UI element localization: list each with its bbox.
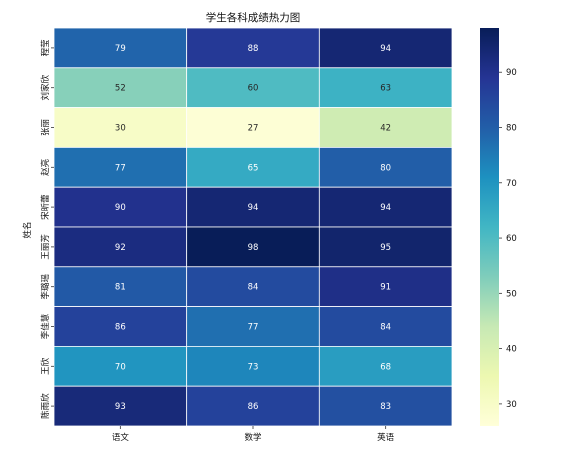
cell-value-label: 93 [115,402,126,412]
heatmap-cell [186,385,320,427]
heatmap-cell [186,306,320,347]
heatmap-cell [186,27,320,69]
heatmap-cell [318,186,453,228]
y-tick-label: 王丽芳 [40,234,51,260]
cell-value-label: 94 [380,203,391,213]
cell-value-label: 84 [380,323,391,333]
y-tick-label: 宋昕蕾 [40,194,51,220]
y-axis-label: 姓名 [22,221,33,238]
colorbar: 30 40 50 60 70 80 90 [480,28,517,426]
y-tick-label: 程莹 [40,39,51,56]
cell-value-label: 70 [115,362,126,372]
heatmap-cell [186,226,320,268]
cell-value-label: 84 [248,283,259,293]
heatmap-cell [53,385,188,427]
colorbar-tick-label: 40 [506,345,517,355]
cell-value-label: 27 [248,124,259,134]
heatmap-cell [318,67,453,109]
colorbar-tick-label: 60 [506,234,517,244]
chart-title: 学生各科成绩热力图 [206,11,301,24]
heatmap-cell [318,345,453,387]
cell-value-label: 92 [115,243,126,253]
heatmap-cell [53,67,188,109]
colorbar-gradient [480,28,499,426]
cell-value-label: 94 [248,203,259,213]
cell-value-label: 63 [380,84,391,94]
heatmap-cell [53,345,188,387]
x-tick-label: 数学 [244,432,262,443]
heatmap-cell [318,27,453,69]
y-tick-label: 张丽 [41,119,51,137]
cell-value-label: 86 [248,402,259,412]
cell-value-label: 68 [380,362,391,372]
x-tick-label: 语文 [112,432,130,443]
cell-value-label: 94 [380,44,391,54]
cell-value-label: 81 [115,283,126,293]
y-tick-label: 陈雨欣 [40,393,51,419]
heatmap-grid: 79 88 94 52 60 63 30 27 42 77 65 80 90 94 94 92 98 95 81 84… [53,27,453,427]
cell-value-label: 88 [248,44,259,54]
colorbar-tick-label: 30 [506,400,517,410]
colorbar-tick-label: 50 [506,289,517,299]
cell-value-label: 79 [115,44,126,54]
cell-value-label: 83 [380,402,391,412]
heatmap-cell [53,186,188,228]
cell-value-label: 86 [115,323,126,333]
x-tick-label: 英语 [377,432,395,443]
y-tick-label: 李璐瑶 [40,273,51,299]
cell-value-label: 90 [115,203,126,213]
heatmap-cell [53,27,188,69]
heatmap-cell [318,226,453,268]
x-axis-ticks: 语文 数学 英语 [112,426,395,443]
heatmap-cell [318,385,453,427]
cell-value-label: 42 [380,124,391,134]
colorbar-tick-label: 90 [506,68,517,78]
y-tick-label: 刘家欣 [40,74,51,100]
heatmap-cell [186,107,320,148]
y-tick-label: 李佳慧 [40,313,51,339]
heatmap-cell [53,266,188,307]
heatmap-cell [186,67,320,109]
cell-value-label: 30 [115,124,126,134]
heatmap-cell [53,146,188,188]
cell-value-label: 80 [380,163,391,173]
heatmap-cell [318,306,453,347]
cell-value-label: 91 [380,283,391,293]
colorbar-tick-label: 70 [506,179,517,189]
cell-value-label: 52 [115,84,126,94]
heatmap-cell [318,146,453,188]
colorbar-ticks: 30 40 50 60 70 80 90 [499,68,517,410]
colorbar-tick-label: 80 [506,124,517,134]
cell-value-label: 98 [248,243,259,253]
heatmap-cell [318,266,453,307]
cell-value-label: 73 [248,362,259,372]
cell-value-label: 60 [248,84,259,94]
cell-value-label: 77 [248,323,259,333]
y-tick-label: 王欣 [40,357,51,375]
y-tick-label: 赵亮 [40,159,51,176]
heatmap-cell [53,306,188,347]
cell-value-label: 65 [248,163,259,173]
cell-value-label: 77 [115,163,126,173]
cell-value-label: 95 [380,243,391,253]
heatmap-cell [186,266,320,307]
heatmap-cell [186,186,320,228]
